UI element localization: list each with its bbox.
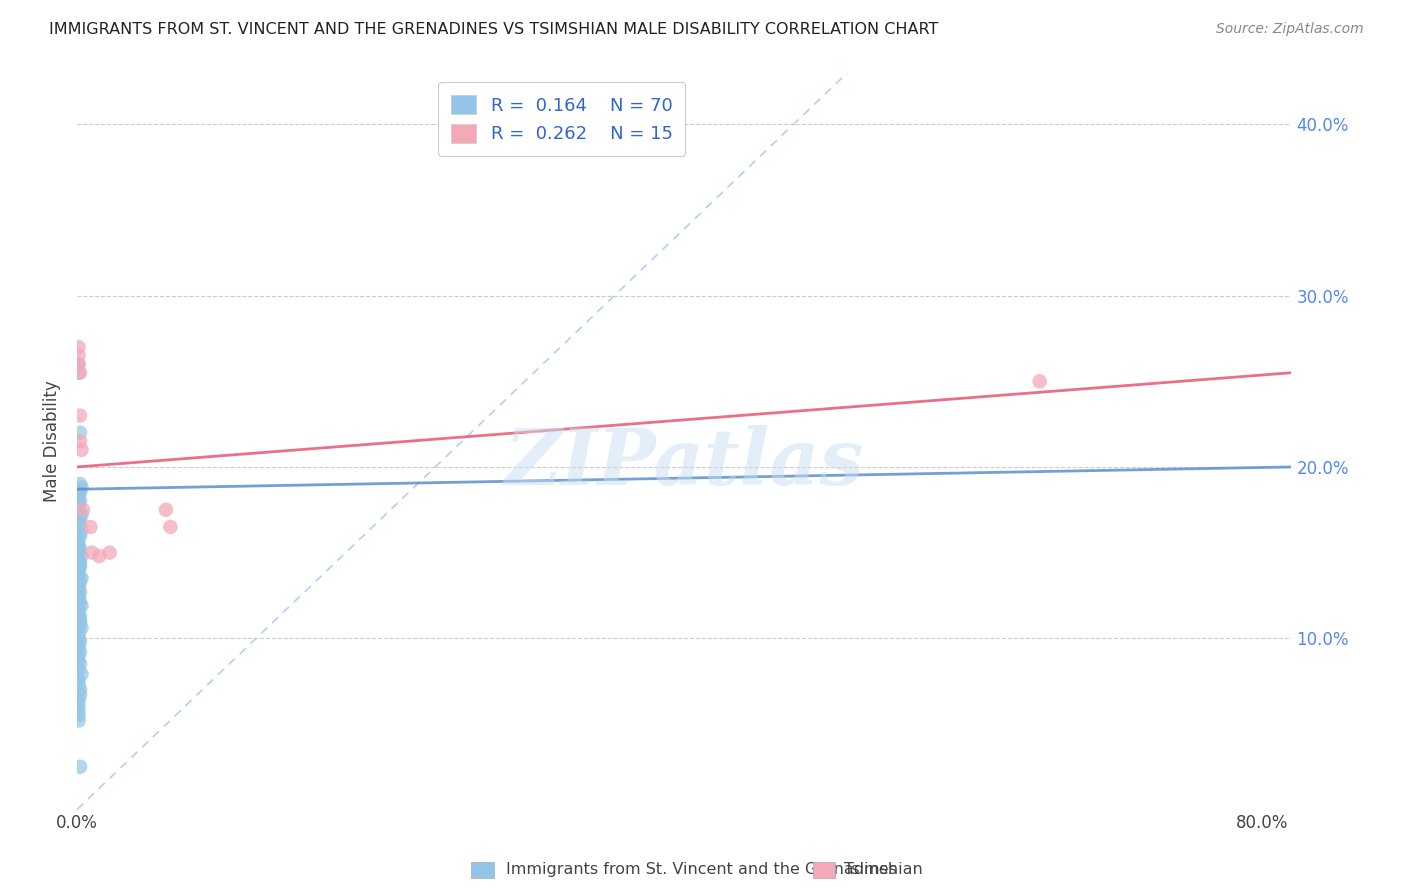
Point — [69, 760, 91, 774]
Legend: R =  0.164    N = 70, R =  0.262    N = 15: R = 0.164 N = 70, R = 0.262 N = 15 — [439, 82, 685, 156]
Point — [67, 641, 90, 656]
Point — [69, 494, 91, 508]
Point — [67, 624, 90, 639]
Point — [67, 708, 90, 723]
Text: Source: ZipAtlas.com: Source: ZipAtlas.com — [1216, 22, 1364, 37]
Y-axis label: Male Disability: Male Disability — [44, 380, 60, 502]
Point — [69, 609, 91, 624]
Point — [69, 574, 91, 589]
Point — [69, 542, 91, 557]
Point — [67, 638, 90, 652]
Point — [1028, 374, 1050, 388]
Point — [98, 546, 121, 560]
Point — [67, 563, 90, 577]
Point — [69, 645, 91, 659]
Point — [69, 682, 91, 697]
Point — [67, 591, 90, 606]
Point — [70, 549, 93, 563]
Point — [69, 366, 91, 380]
Point — [69, 614, 91, 628]
Point — [69, 585, 91, 599]
Point — [69, 657, 91, 671]
Point — [159, 520, 181, 534]
Point — [67, 628, 90, 642]
Point — [70, 481, 93, 495]
Point — [67, 485, 90, 500]
Point — [67, 340, 90, 354]
Point — [79, 520, 101, 534]
Point — [67, 632, 90, 646]
Point — [67, 537, 90, 551]
Point — [70, 571, 93, 585]
Text: ZIPatlas: ZIPatlas — [505, 425, 863, 501]
Point — [69, 409, 91, 423]
Point — [70, 442, 93, 457]
Point — [67, 602, 90, 616]
Point — [69, 688, 91, 702]
Point — [69, 634, 91, 648]
Point — [70, 599, 93, 613]
Point — [67, 612, 90, 626]
Point — [67, 714, 90, 728]
Point — [69, 477, 91, 491]
Point — [67, 357, 90, 371]
Point — [69, 515, 91, 529]
Point — [67, 498, 90, 512]
Point — [67, 580, 90, 594]
Point — [67, 511, 90, 525]
Point — [69, 528, 91, 542]
Point — [67, 673, 90, 687]
Point — [69, 506, 91, 520]
Point — [67, 617, 90, 632]
Point — [67, 703, 90, 717]
Point — [67, 698, 90, 712]
Point — [70, 508, 93, 522]
Point — [67, 502, 90, 516]
Text: Tsimshian: Tsimshian — [844, 863, 922, 877]
Point — [67, 566, 90, 581]
Point — [72, 502, 94, 516]
Point — [67, 648, 90, 663]
Point — [67, 606, 90, 620]
Point — [67, 520, 90, 534]
Point — [67, 349, 90, 363]
Point — [89, 549, 111, 563]
Point — [67, 583, 90, 598]
Text: Immigrants from St. Vincent and the Grenadines: Immigrants from St. Vincent and the Gren… — [506, 863, 897, 877]
Point — [67, 357, 90, 371]
Point — [69, 434, 91, 449]
Point — [69, 615, 91, 630]
Point — [67, 546, 90, 560]
Point — [67, 541, 90, 555]
Point — [67, 491, 90, 505]
Point — [67, 569, 90, 583]
Point — [67, 589, 90, 603]
Point — [69, 556, 91, 570]
Point — [67, 653, 90, 667]
Point — [155, 502, 177, 516]
Point — [67, 554, 90, 568]
Point — [70, 524, 93, 538]
Point — [69, 595, 91, 609]
Point — [67, 677, 90, 691]
Point — [70, 621, 93, 635]
Point — [67, 693, 90, 707]
Point — [80, 546, 103, 560]
Point — [67, 558, 90, 572]
Point — [69, 559, 91, 574]
Point — [69, 485, 91, 500]
Point — [67, 366, 90, 380]
Point — [69, 425, 91, 440]
Point — [70, 667, 93, 681]
Point — [67, 662, 90, 676]
Text: IMMIGRANTS FROM ST. VINCENT AND THE GRENADINES VS TSIMSHIAN MALE DISABILITY CORR: IMMIGRANTS FROM ST. VINCENT AND THE GREN… — [49, 22, 939, 37]
Point — [67, 532, 90, 546]
